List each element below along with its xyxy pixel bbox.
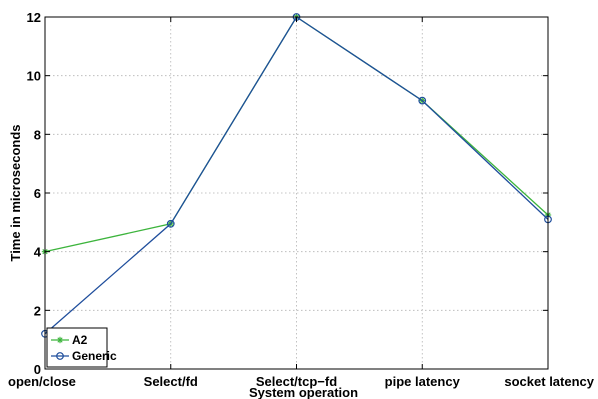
- y-tick-label: 12: [27, 10, 41, 25]
- x-tick-label: socket latency: [504, 374, 594, 389]
- legend: A2 Generic: [46, 327, 117, 368]
- legend-marker-a2: [56, 336, 64, 344]
- y-axis-title: Time in microseconds: [8, 124, 23, 261]
- y-tick-label: 8: [34, 127, 41, 142]
- x-tick-label: open/close: [8, 374, 76, 389]
- y-tick-label: 4: [34, 245, 42, 260]
- grid-layer: [45, 17, 548, 369]
- y-tick-label: 10: [27, 69, 41, 84]
- y-tick-label: 2: [34, 303, 41, 318]
- data-point-generic: [166, 219, 175, 228]
- x-axis-title: System operation: [249, 385, 358, 399]
- legend-marker-generic: [56, 352, 64, 360]
- y-tick-label: 6: [34, 186, 41, 201]
- data-point-generic: [418, 96, 427, 105]
- legend-label-generic: Generic: [72, 349, 117, 363]
- y-tick-label: 0: [34, 362, 41, 377]
- legend-label-a2: A2: [72, 333, 88, 347]
- axis-layer: 0 2 4 6 8 10 12 open/close Select/fd Select/tcp−f…: [8, 10, 595, 389]
- x-tick-label: Select/fd: [144, 374, 198, 389]
- legend-box: [46, 327, 108, 368]
- x-tick-label: pipe latency: [385, 374, 461, 389]
- x-tick-label: Select/tcp−fd: [256, 374, 337, 389]
